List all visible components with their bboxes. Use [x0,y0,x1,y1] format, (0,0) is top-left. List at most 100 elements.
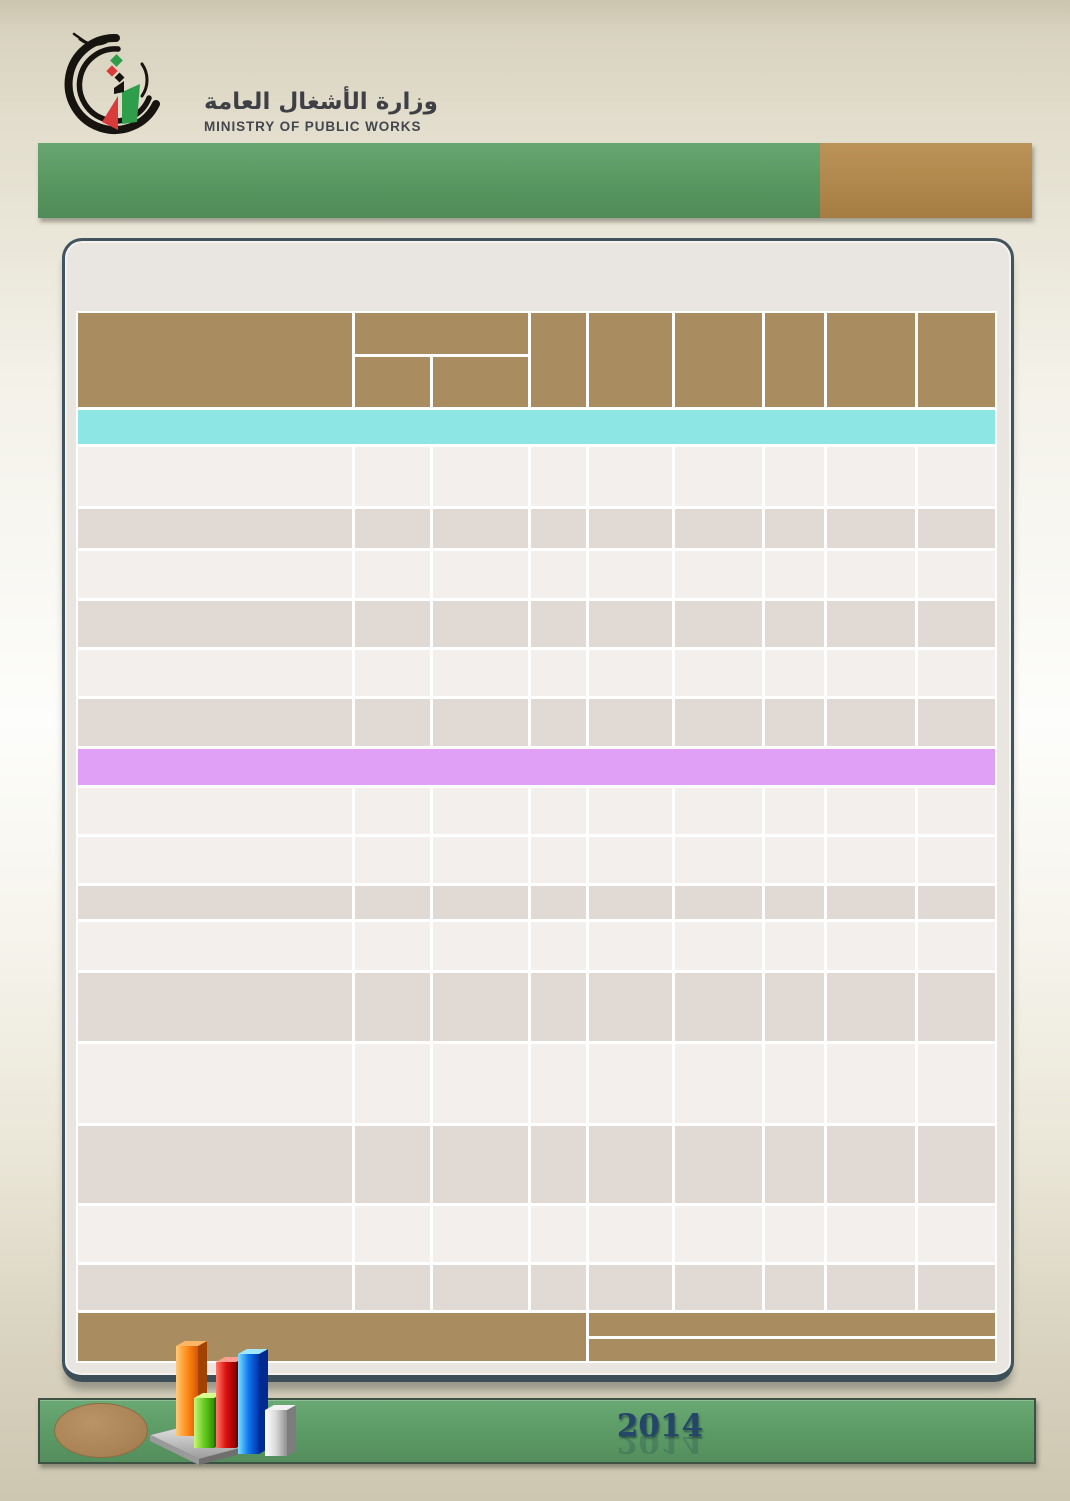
table-cell [355,447,430,506]
table-cell [827,509,915,548]
table-cell [531,551,586,598]
header-cell-4 [531,313,586,407]
ministry-logo-text: وزارة الأشغال العامة MINISTRY OF PUBLIC … [204,89,438,134]
table-cell [765,1265,824,1310]
table-cell [78,699,352,746]
table-cell [765,601,824,647]
table-cell [355,973,430,1041]
table-cell [827,601,915,647]
table-cell [355,1044,430,1123]
table-cell [78,509,352,548]
table-cell [827,973,915,1041]
table-cell [355,650,430,696]
table-cell [531,1265,586,1310]
table-cell [589,922,672,970]
table-cell [827,1126,915,1203]
table-cell [827,1044,915,1123]
footer-right-cells [589,1313,995,1361]
header-subcell-1 [355,357,430,407]
table-cell [531,601,586,647]
bar-chart-graphic [149,1341,296,1465]
table-cell [589,837,672,883]
table-cell [589,788,672,834]
table-cell [765,447,824,506]
table-cell [918,699,995,746]
table-cell [78,1126,352,1203]
table-cell [78,650,352,696]
table-row [78,699,995,746]
table-cell [918,601,995,647]
table-cell [675,1126,762,1203]
table-cell [355,1126,430,1203]
table-cell [675,1265,762,1310]
table-cell [675,886,762,919]
table-cell [589,1044,672,1123]
table-cell [918,1206,995,1262]
table-cell [355,837,430,883]
table-cell [765,650,824,696]
table-cell [589,601,672,647]
table-cell [531,886,586,919]
table-row [78,788,995,834]
year-block: 2014 2014 [580,1411,740,1457]
table-row [78,650,995,696]
table-cell [589,447,672,506]
table-cell [675,601,762,647]
table-cell [589,1126,672,1203]
table-cell [355,1265,430,1310]
table-cell [78,837,352,883]
table-cell [589,973,672,1041]
table-cell [918,1044,995,1123]
table-cell [918,1126,995,1203]
table-cell [355,886,430,919]
table-cell [765,788,824,834]
table-cell [531,650,586,696]
table-header [78,313,995,407]
table-cell [675,447,762,506]
table-cell [827,922,915,970]
table-cell [765,1206,824,1262]
table-cell [531,699,586,746]
table-cell [827,886,915,919]
table-cell [589,509,672,548]
table-cell [433,1126,528,1203]
table-cell [78,601,352,647]
table-cell [765,1044,824,1123]
title-bar-brown-segment [820,143,1032,218]
table-cell [918,922,995,970]
table-cell [589,551,672,598]
table-row [78,886,995,919]
table-cell [589,650,672,696]
table-cell [589,886,672,919]
header-cell-9 [918,313,995,407]
table-footer-row [78,1313,995,1361]
table-cell [765,1126,824,1203]
table-cell [433,788,528,834]
table-row [78,1126,995,1203]
table-cell [78,886,352,919]
table-row [78,509,995,548]
table-cell [78,447,352,506]
ministry-name-arabic: وزارة الأشغال العامة [204,89,438,116]
table-cell [531,1044,586,1123]
table-cell [918,509,995,548]
ministry-logo: وزارة الأشغال العامة MINISTRY OF PUBLIC … [50,26,438,146]
header-cell-6 [675,313,762,407]
table-cell [433,509,528,548]
table-cell [589,1206,672,1262]
table-cell [675,1206,762,1262]
table-cell [827,1206,915,1262]
table-cell [355,1206,430,1262]
table-row [78,447,995,506]
table-cell [433,601,528,647]
table-cell [675,551,762,598]
header-cell-main [78,313,352,407]
table-cell [433,1206,528,1262]
table-cell [765,837,824,883]
table-cell [355,922,430,970]
table-cell [531,973,586,1041]
header-cell-7 [765,313,824,407]
table-cell [675,837,762,883]
table-cell [827,447,915,506]
